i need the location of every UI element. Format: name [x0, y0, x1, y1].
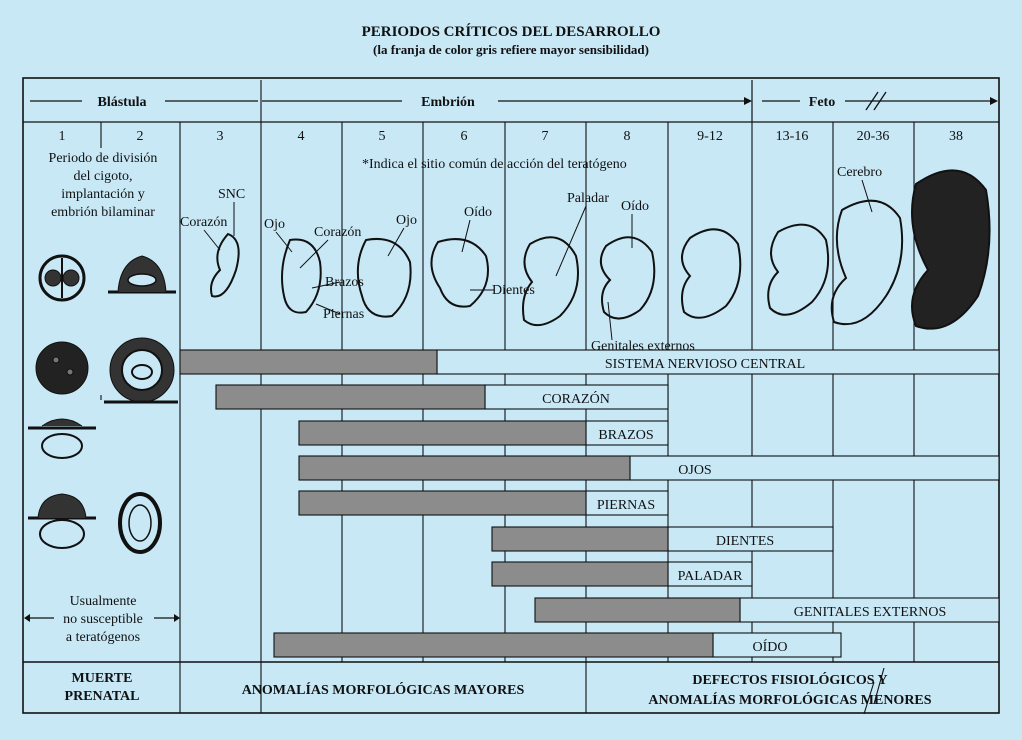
table-frame — [22, 77, 1000, 714]
high-sensitivity-segment — [298, 490, 587, 516]
fetus-week-20-36 — [830, 199, 904, 326]
svg-text:embrión bilaminar: embrión bilaminar — [51, 205, 155, 220]
low-sensitivity-segment — [585, 420, 669, 446]
label-brazos: Brazos — [325, 275, 364, 290]
organ-bar-label: OÍDO — [753, 638, 788, 655]
embryo-week-6 — [430, 238, 489, 308]
week-label: 6 — [461, 129, 468, 144]
organ-bar: BRAZOS — [298, 420, 669, 446]
week-label: 7 — [542, 129, 549, 144]
week-label: 8 — [624, 129, 631, 144]
embryo-leader-lines — [203, 179, 873, 341]
week-label: 2 — [137, 129, 144, 144]
organ-bar: OÍDO — [273, 632, 842, 658]
label-oido-wk8: Oído — [621, 199, 649, 214]
label-dientes: Dientes — [492, 283, 535, 298]
fetus-week-9-12 — [681, 228, 742, 319]
week-labels: 1 2 3 4 5 6 7 8 9-12 13-16 20-36 38 — [59, 129, 964, 144]
organ-bar-label: CORAZÓN — [542, 390, 610, 407]
teratogen-site-note: *Indica el sitio común de acción del ter… — [362, 157, 627, 172]
week-label: 13-16 — [776, 129, 809, 144]
high-sensitivity-segment — [179, 349, 438, 375]
fetus-week-13-16 — [767, 223, 830, 316]
diagram-title: PERIODOS CRÍTICOS DEL DESARROLLO — [362, 23, 661, 40]
high-sensitivity-segment — [273, 632, 714, 658]
label-ojo-wk5: Ojo — [396, 213, 417, 228]
organ-bar-label: GENITALES EXTERNOS — [794, 605, 946, 620]
organ-bar: CORAZÓN — [215, 384, 669, 410]
footer-minor-defects: DEFECTOS FISIOLÓGICOS Y — [692, 671, 887, 688]
low-sensitivity-segment — [667, 526, 834, 552]
label-corazon-wk5: Corazón — [314, 225, 361, 240]
footer-prenatal-2: PRENATAL — [65, 689, 140, 704]
fetus-week-38 — [911, 169, 991, 330]
low-sensitivity-segment — [585, 490, 669, 516]
high-sensitivity-segment — [215, 384, 486, 410]
high-sensitivity-segment — [534, 597, 741, 623]
organ-bar: DIENTES — [491, 526, 834, 552]
embryo-labels: SNC Corazón Ojo Corazón Ojo Brazos Piern… — [180, 165, 882, 354]
label-snc: SNC — [218, 187, 245, 202]
label-corazon-wk3: Corazón — [180, 215, 227, 230]
low-sensitivity-segment — [667, 561, 753, 587]
organ-bar-label: PIERNAS — [597, 498, 655, 513]
organ-bar: PIERNAS — [298, 490, 669, 516]
embryo-week-4 — [281, 238, 322, 314]
stage-header: Blástula Embrión Feto — [30, 80, 998, 122]
embryo-week-5 — [356, 238, 412, 318]
svg-text:a teratógenos: a teratógenos — [66, 630, 140, 645]
embryo-week-3 — [210, 232, 240, 298]
diagram-subtitle: (la franja de color gris refiere mayor s… — [373, 42, 649, 57]
footer-minor-anomalies: ANOMALÍAS MORFOLÓGICAS MENORES — [648, 691, 931, 708]
organ-bar-label: OJOS — [678, 463, 711, 478]
organ-bar-label: PALADAR — [678, 569, 743, 584]
week-label: 38 — [949, 129, 963, 144]
embryo-drawings — [210, 169, 991, 330]
stage-feto: Feto — [809, 95, 835, 110]
svg-text:del cigoto,: del cigoto, — [73, 169, 132, 184]
high-sensitivity-segment — [491, 561, 669, 587]
footer-prenatal: MUERTE — [72, 671, 133, 686]
footer-major-anomalies: ANOMALÍAS MORFOLÓGICAS MAYORES — [242, 681, 525, 698]
division-note: Periodo de división del cigoto, implanta… — [49, 151, 158, 220]
svg-text:no susceptible: no susceptible — [63, 612, 143, 627]
week-label: 5 — [379, 129, 386, 144]
organ-bar-label: BRAZOS — [598, 428, 653, 443]
week-label: 1 — [59, 129, 66, 144]
organ-bar-label: DIENTES — [716, 534, 774, 549]
organ-sensitivity-bars: SISTEMA NERVIOSO CENTRAL CORAZÓN BRAZOS OJO… — [179, 349, 1000, 658]
early-stage-drawings — [28, 254, 178, 554]
week-label: 4 — [298, 129, 305, 144]
low-sensitivity-segment — [629, 455, 1000, 481]
label-paladar: Paladar — [567, 191, 609, 206]
stage-embrion: Embrión — [421, 95, 475, 110]
embryo-week-7 — [522, 236, 579, 327]
organ-bar: GENITALES EXTERNOS — [534, 597, 1000, 623]
high-sensitivity-segment — [298, 420, 587, 446]
organ-bar: PALADAR — [491, 561, 753, 587]
high-sensitivity-segment — [298, 455, 631, 481]
label-cerebro: Cerebro — [837, 165, 882, 180]
organ-bar: SISTEMA NERVIOSO CENTRAL — [179, 349, 1000, 375]
low-sensitivity-segment — [739, 597, 1000, 623]
embryo-week-8 — [599, 236, 656, 320]
low-sensitivity-segment — [484, 384, 669, 410]
stage-blastula: Blástula — [97, 95, 146, 110]
footer: MUERTE PRENATAL ANOMALÍAS MORFOLÓGICAS M… — [65, 667, 932, 715]
week-label: 9-12 — [697, 129, 723, 144]
label-oido-wk6: Oído — [464, 205, 492, 220]
week-label: 3 — [217, 129, 224, 144]
low-sensitivity-segment — [712, 632, 842, 658]
organ-bar: OJOS — [298, 455, 1000, 481]
svg-text:Usualmente: Usualmente — [70, 594, 137, 609]
week-label: 20-36 — [857, 129, 890, 144]
not-susceptible-note: Usualmente no susceptible a teratógenos — [24, 594, 180, 645]
label-ojo-wk4: Ojo — [264, 217, 285, 232]
organ-bar-label: SISTEMA NERVIOSO CENTRAL — [605, 357, 805, 372]
svg-text:implantación y: implantación y — [61, 187, 145, 202]
high-sensitivity-segment — [491, 526, 669, 552]
svg-text:Periodo de división: Periodo de división — [49, 151, 158, 166]
